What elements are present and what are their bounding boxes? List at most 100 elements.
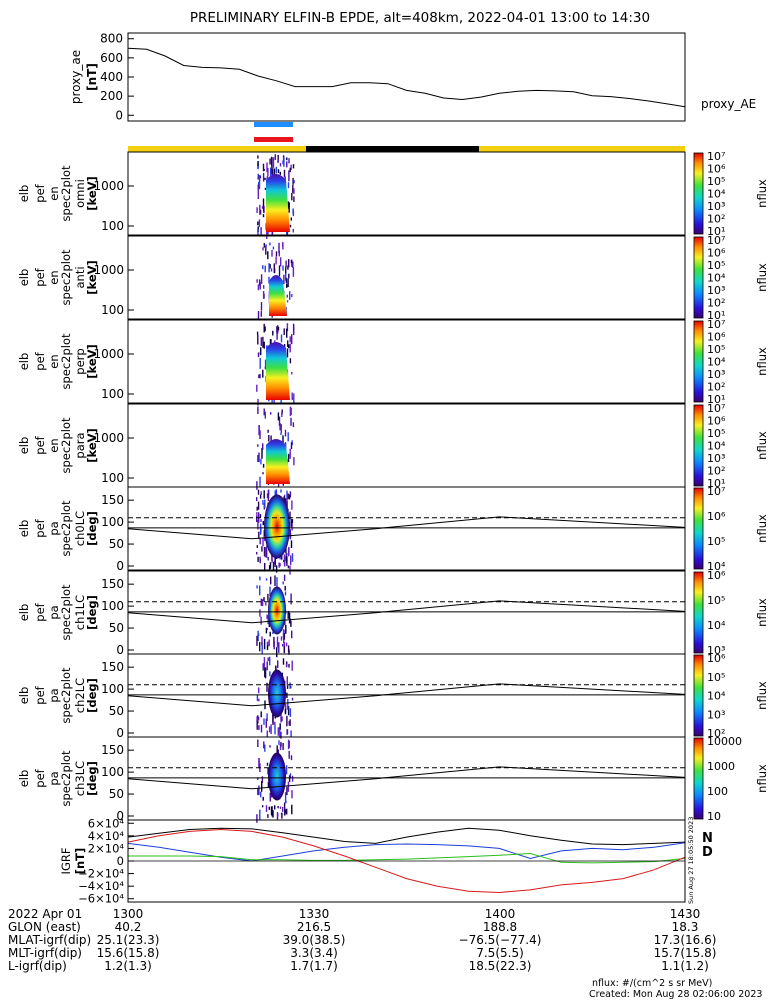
flux-pixel bbox=[287, 739, 290, 750]
igrf-tick-label: −2×10⁴ bbox=[78, 867, 124, 881]
flux-pixel bbox=[256, 545, 258, 548]
flux-burst bbox=[264, 494, 290, 559]
panel-ylabel-line: spec2plot bbox=[59, 333, 73, 390]
flux-pixel bbox=[260, 337, 262, 346]
flux-pixel bbox=[263, 341, 265, 349]
flux-pixel bbox=[290, 730, 292, 738]
colorbar bbox=[693, 236, 704, 319]
flux-pixel bbox=[263, 490, 265, 499]
panel-ylabel-line: spec2plot bbox=[59, 417, 73, 474]
flux-pixel bbox=[259, 609, 261, 617]
flux-pixel bbox=[261, 636, 263, 645]
flux-pixel bbox=[291, 334, 293, 345]
flux-pixel bbox=[256, 512, 258, 519]
colorbar-tick-label: 10⁶ bbox=[707, 652, 726, 665]
flux-pixel bbox=[269, 671, 271, 677]
panel-ylabel-line: ch3LC bbox=[73, 761, 87, 796]
time-axis-date: 2022 Apr 01 bbox=[8, 907, 82, 921]
flux-pixel bbox=[286, 501, 288, 509]
angle-tick-label: 100 bbox=[101, 682, 124, 696]
flux-pixel bbox=[288, 170, 290, 182]
flux-pixel bbox=[269, 562, 272, 569]
proxy-tick-label: 200 bbox=[100, 89, 123, 103]
flux-pixel bbox=[260, 274, 263, 284]
flux-pixel bbox=[274, 575, 276, 586]
panel-frame bbox=[127, 319, 686, 404]
flux-pixel bbox=[289, 773, 292, 779]
colorbar bbox=[693, 487, 704, 570]
colorbar-tick-label: 10⁵ bbox=[707, 259, 725, 272]
flux-pixel bbox=[272, 631, 274, 635]
colorbar bbox=[693, 737, 704, 820]
flux-pixel bbox=[257, 788, 259, 796]
colorbar-tick-label: 10⁴ bbox=[707, 272, 726, 285]
flux-pixel bbox=[291, 500, 293, 510]
flux-pixel bbox=[266, 682, 268, 692]
angle-tick-label: 50 bbox=[109, 787, 124, 801]
flux-pixel bbox=[264, 667, 267, 679]
flux-pixel bbox=[284, 808, 286, 816]
flux-pixel bbox=[289, 336, 291, 343]
flux-pixel bbox=[264, 536, 266, 541]
energy-tick-label: 1000 bbox=[93, 179, 124, 193]
flux-pixel bbox=[281, 412, 283, 417]
flux-pixel bbox=[265, 718, 267, 728]
flux-pixel bbox=[258, 725, 260, 730]
flux-pixel bbox=[275, 565, 278, 573]
flux-pixel bbox=[265, 805, 268, 813]
flux-pixel bbox=[289, 291, 291, 300]
flux-pixel bbox=[256, 481, 258, 490]
panel-frame bbox=[127, 570, 686, 655]
colorbar-units: nflux bbox=[755, 598, 769, 627]
flux-pixel bbox=[283, 274, 285, 285]
flux-pixel bbox=[286, 348, 289, 358]
proxy-ae-line bbox=[127, 47, 686, 108]
flux-pixel bbox=[291, 790, 293, 799]
flux-pixel bbox=[288, 775, 291, 782]
flux-pixel bbox=[264, 744, 266, 752]
flux-pixel bbox=[259, 514, 262, 518]
flux-pixel bbox=[256, 720, 258, 730]
flux-pixel bbox=[264, 265, 266, 273]
flux-pixel bbox=[292, 177, 294, 185]
colorbar bbox=[693, 654, 704, 737]
flux-pixel bbox=[269, 264, 271, 269]
flux-pixel bbox=[257, 739, 259, 747]
flux-pixel bbox=[259, 538, 261, 545]
flux-pixel bbox=[259, 357, 261, 369]
flux-pixel bbox=[286, 715, 288, 727]
flux-pixel bbox=[259, 209, 262, 215]
ephemeris-value: 1.1(1.2) bbox=[661, 959, 709, 973]
flux-pixel bbox=[283, 169, 286, 177]
flux-pixel bbox=[270, 435, 272, 445]
panel-ylabel-line: spec2plot bbox=[59, 667, 73, 724]
flux-pixel bbox=[264, 562, 266, 570]
flux-pixel bbox=[280, 742, 282, 747]
time-axis-table: 2022 Apr 01 1300 1330 1400 1430 GLON (ea… bbox=[8, 907, 716, 973]
flux-pixel bbox=[268, 263, 270, 273]
flux-pixel bbox=[290, 259, 293, 264]
igrf-ylabel: IGRF bbox=[59, 848, 73, 875]
flux-pixel bbox=[291, 440, 293, 446]
flux-pixel bbox=[277, 155, 279, 163]
flux-pixel bbox=[272, 561, 275, 571]
colorbar-units: nflux bbox=[755, 179, 769, 208]
colorbar-tick-label: 10⁷ bbox=[707, 485, 725, 498]
flux-pixel bbox=[256, 279, 258, 283]
panel-ylabel-line: pef bbox=[33, 267, 47, 286]
flux-pixel bbox=[257, 717, 259, 722]
flux-pixel bbox=[257, 556, 259, 562]
flux-pixel bbox=[256, 516, 258, 523]
flux-pixel bbox=[287, 493, 289, 500]
flux-pixel bbox=[269, 586, 271, 597]
panel-ylabel-line: ch0LC bbox=[73, 511, 87, 546]
flux-pixel bbox=[274, 721, 276, 726]
blue-region-bar bbox=[254, 122, 293, 127]
flux-pixel bbox=[258, 758, 260, 769]
flux-pixel bbox=[268, 639, 270, 647]
angle-tick-label: 100 bbox=[101, 599, 124, 613]
colorbar-tick-label: 10¹ bbox=[707, 225, 725, 238]
ephemeris-value: 18.5(22.3) bbox=[469, 959, 532, 973]
flux-pixel bbox=[262, 463, 265, 468]
flux-pixel bbox=[272, 713, 274, 723]
